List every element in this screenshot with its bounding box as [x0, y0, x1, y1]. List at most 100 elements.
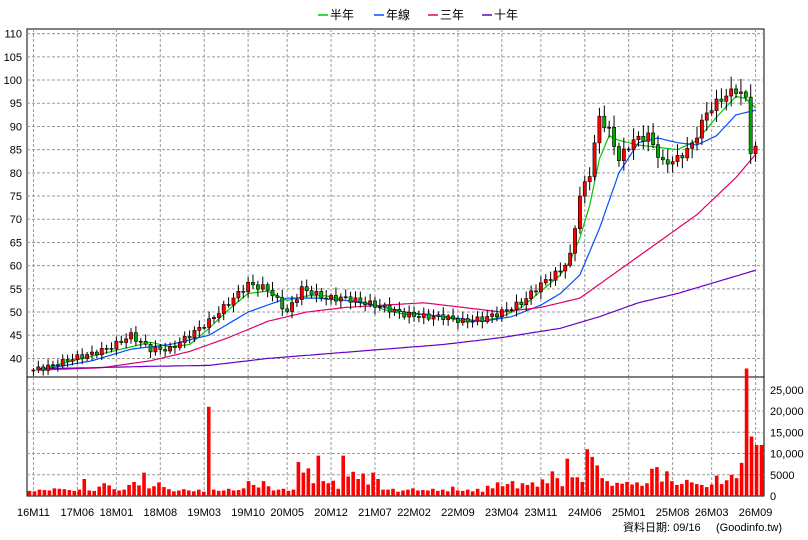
candle-body: [529, 290, 534, 299]
candle-body: [578, 195, 582, 229]
candle-body: [592, 142, 597, 177]
candle-body: [197, 327, 202, 331]
candle-body: [412, 311, 416, 317]
candle-body: [129, 332, 133, 340]
x-axis: 16M11 17M06 18M01 18M08 19M03 19M10 20M05 20M12…: [17, 507, 772, 519]
candle-body: [182, 336, 187, 343]
volume-bar: [236, 490, 241, 496]
x-tick-label: 25M08: [656, 507, 690, 519]
candle-body: [265, 284, 270, 291]
volume-bar: [585, 449, 590, 496]
volume-bars: [27, 368, 764, 496]
candle-body: [31, 369, 36, 372]
volume-bar: [436, 490, 440, 496]
volume-bar: [127, 484, 131, 496]
volume-bar: [515, 488, 520, 496]
candle-body: [753, 145, 758, 154]
candle-body: [80, 354, 85, 359]
volume-bar: [341, 455, 346, 496]
candle-body: [236, 291, 241, 299]
volume-bar: [286, 490, 291, 496]
volume-bar: [431, 488, 435, 496]
candle-body: [416, 316, 421, 318]
volume-bar: [37, 489, 42, 496]
volume-bar: [271, 490, 276, 496]
x-tick-label: 22M02: [397, 507, 431, 519]
candle-body: [65, 359, 70, 362]
volume-bar: [142, 472, 146, 496]
candle-body: [431, 316, 436, 320]
candle-body: [363, 301, 368, 305]
volume-bar: [729, 474, 734, 496]
candle-body: [699, 119, 704, 139]
volume-bar: [361, 473, 365, 496]
candle-body: [719, 98, 724, 102]
legend-label: 三年: [440, 8, 464, 22]
volume-y-tick-label: 5000: [770, 470, 794, 482]
volume-bar: [97, 486, 101, 496]
volume-bar: [326, 483, 331, 496]
candle-body: [270, 289, 275, 297]
price-y-tick-label: 105: [4, 52, 22, 64]
candle-body: [138, 340, 143, 343]
candle-body: [309, 290, 314, 296]
candle-body: [553, 270, 558, 281]
candle-body: [743, 91, 748, 98]
price-y-tick-label: 45: [10, 330, 22, 342]
volume-bar: [82, 479, 87, 496]
candle-body: [231, 297, 236, 306]
volume-bar: [201, 491, 206, 496]
volume-bar: [694, 484, 699, 496]
candle-body: [85, 354, 90, 359]
volume-bar: [719, 484, 724, 496]
volume-bar: [724, 480, 729, 496]
x-tick-label: 20M12: [314, 507, 348, 519]
volume-bar: [426, 490, 430, 496]
candle-body: [387, 304, 392, 313]
volume-y-tick-label: 20,000: [770, 406, 804, 418]
price-panel: 40 45 50 55 60 65 70 75 80 85 90 95 100 105 110: [4, 28, 765, 378]
candle-body: [324, 297, 329, 300]
x-tick-label: 22M09: [441, 507, 475, 519]
volume-bar: [500, 486, 505, 496]
candle-body: [465, 318, 470, 323]
volume-bar: [241, 488, 246, 496]
candle-body: [202, 327, 207, 329]
price-y-tick-label: 55: [10, 284, 22, 296]
volume-bar: [221, 490, 226, 496]
candle-body: [212, 317, 216, 320]
chart-legend: 半年 年線 三年 十年: [318, 7, 518, 22]
candle-body: [607, 126, 612, 129]
volume-bar: [266, 486, 271, 496]
volume-bar: [699, 484, 704, 496]
candle-body: [148, 344, 153, 353]
candle-body: [636, 135, 641, 141]
price-y-tick-label: 100: [4, 75, 22, 87]
candle-body: [407, 311, 412, 318]
candle-body: [187, 336, 192, 339]
x-tick-label: 24M06: [568, 507, 602, 519]
volume-bar: [336, 488, 341, 496]
volume-bar: [610, 485, 614, 496]
volume-bar: [680, 484, 684, 496]
price-grid: [27, 29, 764, 377]
volume-bar: [490, 488, 495, 496]
x-tick-label: 17M06: [61, 507, 95, 519]
volume-grid: [27, 377, 764, 496]
candle-body: [426, 313, 431, 320]
ma-line: [38, 95, 757, 371]
price-y-tick-label: 95: [10, 98, 22, 110]
candle-body: [275, 295, 280, 298]
candle-body: [304, 286, 309, 291]
volume-bar: [565, 458, 570, 496]
candle-body: [260, 284, 265, 290]
volume-bar: [182, 489, 186, 496]
volume-bar: [625, 481, 629, 496]
candle-body: [573, 228, 577, 254]
volume-bar: [216, 490, 221, 496]
volume-bar: [645, 483, 649, 496]
volume-bar: [102, 483, 106, 496]
candle-body: [626, 148, 631, 151]
candle-body: [226, 304, 231, 306]
candle-body: [670, 161, 675, 165]
